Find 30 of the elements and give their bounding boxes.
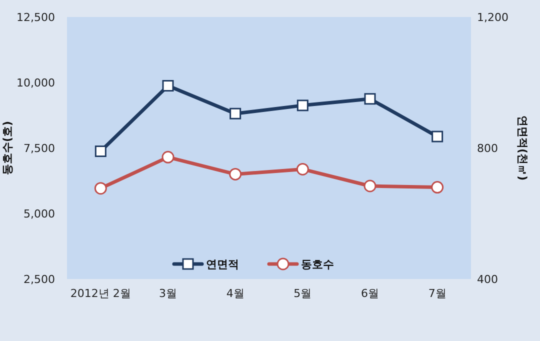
point: [296, 100, 308, 112]
point: [432, 130, 444, 142]
y2-tick-label: 800: [477, 142, 498, 155]
legend-label: 동호수: [301, 258, 334, 271]
point: [364, 93, 376, 105]
point: [229, 168, 242, 180]
legend-label: 연면적: [206, 258, 239, 271]
x-tick-label: 6월: [361, 287, 379, 300]
x-tick-label: 2012년 2월: [70, 287, 131, 300]
point: [94, 146, 106, 158]
x-tick-label: 3월: [159, 287, 177, 300]
point: [364, 180, 376, 192]
y-axis-title: 동호수(호): [1, 120, 14, 176]
y-tick-label: 2,500: [24, 273, 55, 286]
y-tick-label: 12,500: [16, 11, 55, 24]
point: [230, 108, 242, 120]
y2-axis-title: 연면적(천㎡): [516, 115, 529, 181]
y-tick-label: 5,000: [24, 208, 55, 220]
y2-tick-label: 400: [477, 273, 498, 286]
x-tick-label: 4월: [226, 287, 244, 300]
y2-tick-label: 1,200: [477, 11, 508, 24]
y-tick-label: 10,000: [16, 76, 55, 90]
point: [162, 80, 174, 92]
x-tick-label: 5월: [294, 287, 312, 300]
x-tick-label: 7월: [428, 287, 446, 300]
point: [296, 162, 309, 176]
point: [94, 182, 107, 195]
point: [431, 181, 444, 194]
point: [162, 150, 174, 164]
y-tick-label: 7,500: [24, 142, 55, 155]
